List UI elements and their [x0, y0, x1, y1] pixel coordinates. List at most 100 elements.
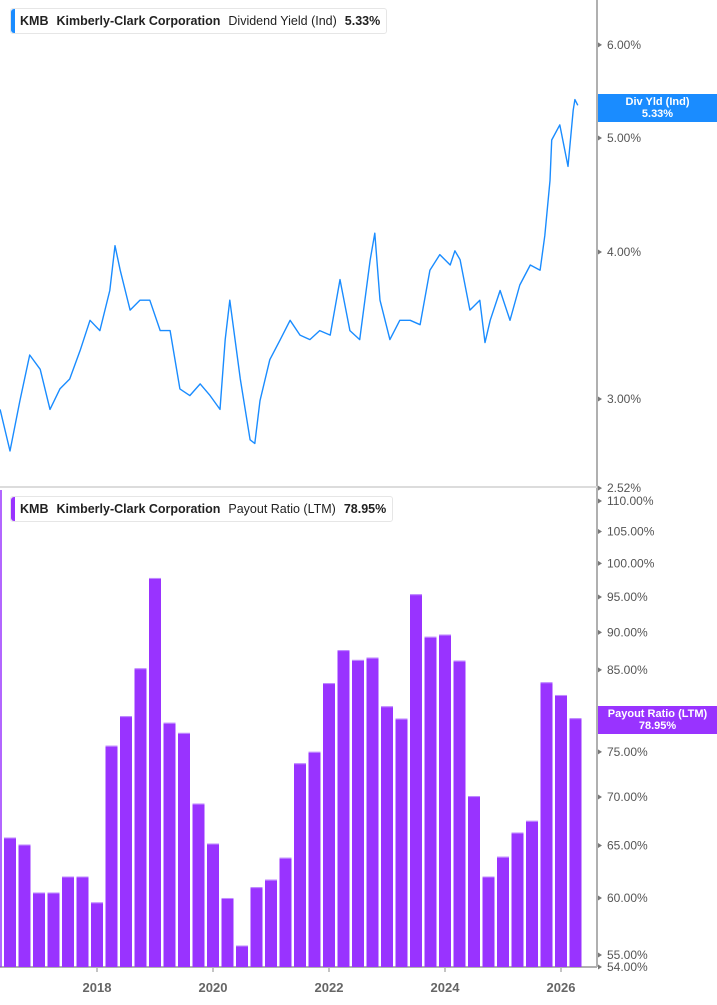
- payout-bar: [279, 857, 292, 967]
- payout-axis-tick-label: 105.00%: [607, 524, 655, 538]
- payout-bar-top: [207, 843, 219, 845]
- badge-label: Payout Ratio (LTM): [607, 708, 708, 720]
- payout-bar: [482, 876, 495, 967]
- payout-axis-tick-mark: [598, 843, 602, 849]
- payout-bar: [323, 683, 335, 967]
- badge-value: 5.33%: [641, 108, 674, 120]
- payout-bar: [221, 897, 234, 967]
- legend-ticker: KMB: [20, 502, 49, 516]
- payout-bar: [395, 718, 408, 967]
- payout-axis-tick-label: 54.00%: [607, 960, 648, 974]
- yield-axis-tick-label: 2.52%: [607, 481, 641, 495]
- x-tick-label: 2024: [431, 980, 461, 995]
- payout-bar-top: [526, 820, 538, 822]
- yield-axis-tick-label: 3.00%: [607, 392, 641, 406]
- payout-bar: [511, 832, 524, 967]
- payout-bar: [439, 634, 451, 967]
- dividend-yield-line: [0, 98, 579, 452]
- payout-bars: [4, 577, 582, 967]
- payout-bar: [424, 636, 437, 967]
- payout-bar: [526, 820, 538, 967]
- payout-bar-top: [163, 722, 176, 724]
- payout-bar: [555, 694, 567, 967]
- payout-bar: [308, 751, 321, 967]
- payout-bar: [178, 732, 190, 967]
- payout-bar-top: [555, 694, 567, 696]
- yield-last-value-badge: Div Yld (Ind) 5.33%: [598, 94, 717, 122]
- payout-bar: [207, 843, 219, 967]
- payout-bar-top: [4, 837, 16, 839]
- legend-company: Kimberly-Clark Corporation: [56, 14, 221, 28]
- payout-bar-top: [323, 683, 335, 685]
- payout-bar: [236, 945, 248, 967]
- payout-axis-tick-mark: [598, 528, 602, 534]
- payout-legend: KMB Kimberly-Clark Corporation Payout Ra…: [10, 496, 394, 522]
- payout-bar-top: [453, 660, 466, 662]
- payout-bar-top: [468, 796, 480, 798]
- payout-axis-tick-mark: [598, 498, 602, 504]
- payout-bar: [91, 902, 103, 967]
- payout-bar-top: [381, 706, 393, 708]
- badge-value: 78.95%: [638, 720, 677, 732]
- payout-axis-tick-label: 90.00%: [607, 625, 648, 639]
- payout-bar-top: [236, 945, 248, 947]
- x-tick-label: 2018: [83, 980, 112, 995]
- yield-axis-tick-mark: [598, 135, 602, 141]
- payout-axis-tick-label: 65.00%: [607, 839, 648, 853]
- payout-bar-top: [149, 577, 161, 579]
- payout-axis-tick-mark: [598, 964, 602, 970]
- payout-bar-top: [439, 634, 451, 636]
- payout-bar-top: [76, 876, 89, 878]
- yield-axis-tick-label: 4.00%: [607, 245, 641, 259]
- payout-bar: [18, 844, 31, 967]
- yield-axis-tick-mark: [598, 396, 602, 402]
- payout-bar-top: [279, 857, 292, 859]
- payout-bar-top: [395, 718, 408, 720]
- payout-bar-top: [337, 650, 350, 652]
- legend-ticker: KMB: [20, 14, 49, 28]
- payout-bar: [410, 594, 422, 967]
- payout-axis-tick-label: 85.00%: [607, 663, 648, 677]
- payout-bar-top: [308, 751, 321, 753]
- payout-axis-tick-label: 55.00%: [607, 948, 648, 962]
- payout-axis-tick-label: 70.00%: [607, 790, 648, 804]
- yield-legend-color: [11, 9, 15, 33]
- payout-bar: [62, 876, 74, 967]
- legend-metric: Dividend Yield (Ind): [228, 14, 337, 28]
- payout-bar: [4, 837, 16, 967]
- payout-bar-top: [221, 897, 234, 899]
- payout-bar: [468, 796, 480, 967]
- payout-bar: [366, 657, 379, 967]
- payout-bar-top: [265, 879, 277, 881]
- payout-bar: [352, 659, 364, 967]
- payout-bar-top: [178, 732, 190, 734]
- payout-bar: [76, 876, 89, 967]
- yield-legend: KMB Kimberly-Clark Corporation Dividend …: [10, 8, 388, 34]
- legend-value: 5.33%: [344, 14, 381, 28]
- payout-bar: [134, 668, 147, 967]
- payout-bar-top: [294, 763, 306, 765]
- payout-axis-tick-mark: [598, 594, 602, 600]
- payout-bar-top: [424, 636, 437, 638]
- payout-bar: [265, 879, 277, 967]
- payout-bar-top: [91, 902, 103, 904]
- payout-axis-tick-mark: [598, 794, 602, 800]
- yield-axis-tick-label: 6.00%: [607, 38, 641, 52]
- payout-axis-tick-label: 95.00%: [607, 590, 648, 604]
- yield-axis-tick-label: 5.00%: [607, 131, 641, 145]
- payout-bar: [569, 718, 582, 967]
- payout-axis-tick-mark: [598, 629, 602, 635]
- payout-axis-tick-label: 100.00%: [607, 556, 655, 570]
- payout-axis-tick-label: 60.00%: [607, 891, 648, 905]
- payout-bar-top: [366, 657, 379, 659]
- payout-bar: [47, 892, 60, 967]
- payout-bar-top: [192, 803, 205, 805]
- payout-bar: [149, 577, 161, 967]
- payout-bar-top: [120, 716, 132, 718]
- x-tick-label: 2026: [547, 980, 576, 995]
- x-tick-label: 2022: [315, 980, 344, 995]
- payout-bar-top: [497, 856, 509, 858]
- payout-axis-tick-label: 75.00%: [607, 745, 648, 759]
- payout-bar: [120, 716, 132, 967]
